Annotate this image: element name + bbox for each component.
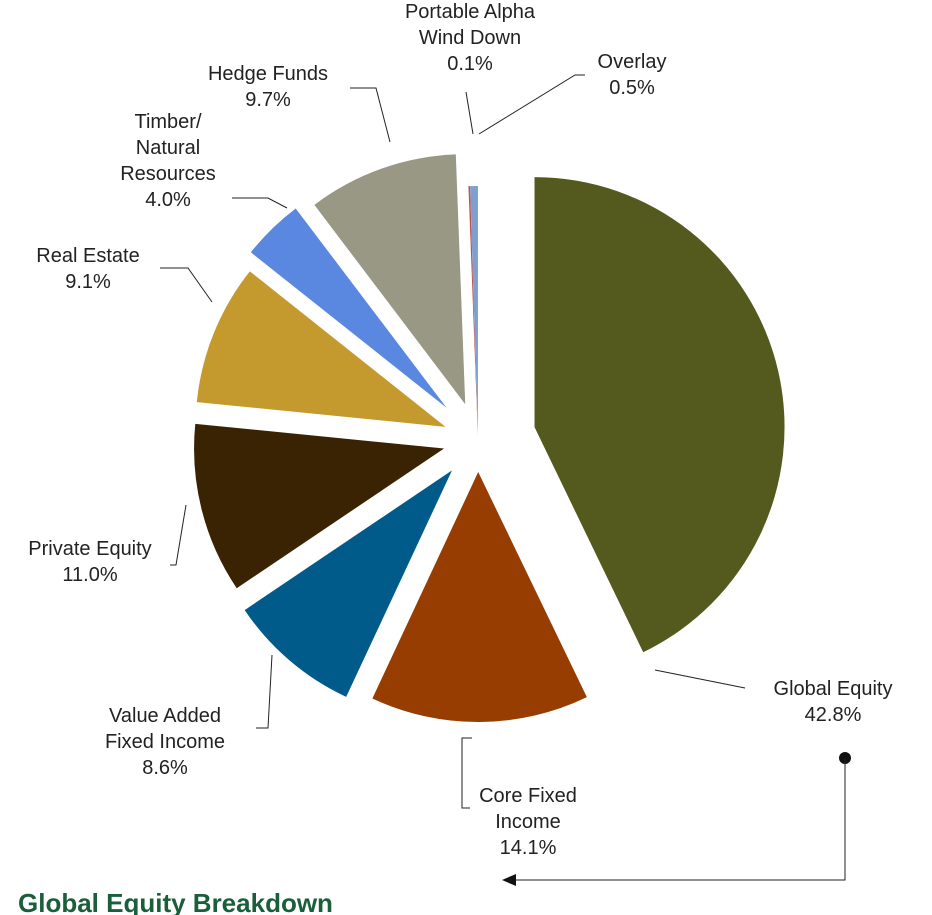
label-line: Hedge Funds [208,63,328,85]
label-line: Timber/ [134,111,201,133]
category-label: Overlay [598,51,667,73]
slice [244,470,453,697]
value-label: 0.1% [447,53,493,75]
label-line: Resources [120,163,216,185]
leader-line [654,669,746,689]
leader-line [478,74,585,135]
leader-line [170,504,187,566]
slice [372,471,587,722]
category-label: Core Fixed Income [479,785,577,833]
category-label: Private Equity [28,538,151,560]
label-line: Portable Alpha [405,1,536,23]
label-line: Core Fixed [479,785,577,807]
slice [314,154,466,405]
label-line: Real Estate [36,245,139,267]
slice [468,186,478,437]
leader-line [465,91,474,135]
leader-line [232,197,288,209]
label-line: Fixed Income [105,731,225,753]
value-label: 42.8% [805,704,862,726]
category-label: Hedge Funds [208,63,328,85]
labels: Global Equity 42.8% Core Fixed Income 14.1% V… [28,1,892,859]
label-line: Wind Down [419,27,521,49]
value-label: 9.1% [65,271,111,293]
label-line: Natural [136,137,200,159]
slice [534,177,785,653]
annotation: Global Equity Breakdown [18,888,333,915]
slice [196,271,446,427]
slice [250,208,447,408]
label-line: Private Equity [28,538,151,560]
value-label: 0.5% [609,77,655,99]
leader-line [256,654,273,729]
category-label: Timber/Natural Resources [120,111,216,185]
label-line: Global Equity [774,678,893,700]
leader-line [350,87,391,143]
label-line: Value Added [109,705,221,727]
arrow [512,758,846,881]
slice [470,186,478,437]
leader-line [461,737,472,809]
category-label: Global Equity [774,678,893,700]
pie [194,154,785,722]
value-label: 9.7% [245,89,291,111]
label-line: Overlay [598,51,667,73]
category-label: Value Added Fixed Income [105,705,225,753]
slice [194,423,445,589]
leader-line [160,267,213,303]
arrow-head [502,874,516,886]
value-label: 14.1% [500,837,557,859]
value-label: 8.6% [142,757,188,779]
category-label: Real Estate [36,245,139,267]
value-label: 11.0% [62,564,117,586]
category-label: Portable Alpha Wind Down [405,1,536,49]
label-line: Income [495,811,561,833]
value-label: 4.0% [145,189,191,211]
